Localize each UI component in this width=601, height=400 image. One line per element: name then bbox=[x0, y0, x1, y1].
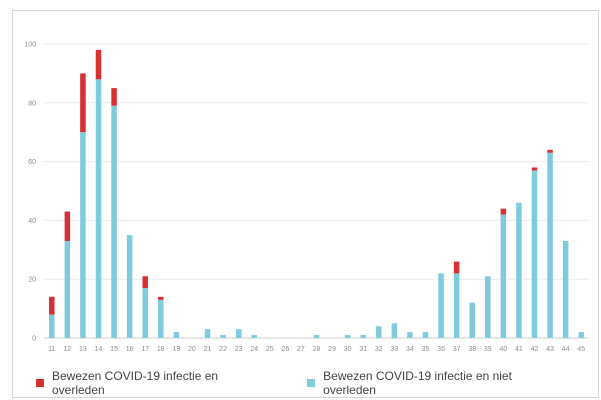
y-tick-label: 100 bbox=[24, 42, 36, 49]
bar-not-deceased-week-14 bbox=[95, 79, 102, 338]
bar-deceased-week-15 bbox=[111, 88, 117, 106]
bar-not-deceased-week-15 bbox=[111, 105, 117, 339]
x-tick-label: 28 bbox=[313, 346, 321, 353]
x-tick-label: 14 bbox=[95, 346, 103, 353]
bar-not-deceased-week-22 bbox=[220, 335, 226, 338]
bar-deceased-week-12 bbox=[64, 211, 71, 241]
x-tick-label: 11 bbox=[48, 346, 55, 353]
bar-not-deceased-week-31 bbox=[360, 335, 366, 338]
x-tick-label: 31 bbox=[359, 346, 367, 353]
x-tick-label: 40 bbox=[499, 346, 507, 353]
bar-not-deceased-week-19 bbox=[173, 332, 180, 338]
x-tick-label: 41 bbox=[515, 346, 523, 353]
bar-not-deceased-week-43 bbox=[547, 152, 553, 338]
x-tick-label: 34 bbox=[406, 346, 414, 353]
bars bbox=[49, 49, 584, 339]
bar-not-deceased-week-33 bbox=[391, 323, 398, 338]
bar-not-deceased-week-11 bbox=[49, 314, 55, 338]
bar-not-deceased-week-28 bbox=[313, 335, 320, 338]
x-tick-label: 25 bbox=[266, 346, 274, 353]
bar-not-deceased-week-40 bbox=[500, 214, 507, 338]
x-tick-label: 36 bbox=[437, 346, 445, 353]
bar-deceased-week-13 bbox=[80, 73, 86, 133]
bar-deceased-week-14 bbox=[95, 49, 102, 80]
x-tick-label: 23 bbox=[235, 346, 243, 353]
gridlines bbox=[44, 43, 589, 339]
x-tick-label: 30 bbox=[344, 346, 352, 353]
legend-item-not-deceased: Bewezen COVID-19 infectie en niet overle… bbox=[307, 369, 567, 397]
legend-swatch-not-deceased bbox=[307, 379, 316, 387]
bar-not-deceased-week-37 bbox=[453, 273, 460, 338]
y-tick-label: 60 bbox=[28, 159, 36, 166]
x-tick-label: 17 bbox=[141, 346, 149, 353]
legend-label-deceased: Bewezen COVID-19 infectie en overleden bbox=[51, 369, 219, 397]
bar-not-deceased-week-18 bbox=[158, 299, 164, 338]
bar-not-deceased-week-38 bbox=[469, 302, 475, 338]
x-tick-label: 43 bbox=[546, 346, 554, 353]
x-tick-label: 42 bbox=[531, 346, 539, 353]
bar-not-deceased-week-30 bbox=[344, 335, 351, 338]
bar-deceased-week-43 bbox=[547, 149, 553, 153]
legend-label-not-deceased: Bewezen COVID-19 infectie en niet overle… bbox=[323, 369, 512, 397]
bar-deceased-week-17 bbox=[142, 276, 148, 289]
y-tick-label: 40 bbox=[28, 218, 36, 225]
x-tick-label: 12 bbox=[63, 346, 71, 353]
bar-not-deceased-week-45 bbox=[578, 332, 584, 338]
x-tick-label: 27 bbox=[297, 346, 305, 353]
bar-not-deceased-week-17 bbox=[142, 288, 148, 338]
bar-not-deceased-week-23 bbox=[235, 329, 242, 338]
bar-not-deceased-week-32 bbox=[376, 326, 382, 338]
x-tick-label: 15 bbox=[110, 346, 118, 353]
x-tick-label: 22 bbox=[219, 346, 227, 353]
bar-deceased-week-42 bbox=[531, 167, 538, 171]
x-tick-label: 39 bbox=[484, 346, 492, 353]
bar-deceased-week-37 bbox=[453, 261, 460, 274]
legend-item-deceased: Bewezen COVID-19 infectie en overleden bbox=[36, 369, 273, 397]
x-tick-label: 32 bbox=[375, 346, 383, 353]
bar-not-deceased-week-41 bbox=[516, 202, 522, 338]
x-tick-label: 19 bbox=[172, 346, 180, 353]
x-tick-label: 44 bbox=[562, 346, 570, 353]
x-axis-ticks: 11 12 13 14 15 16 17 18 19 20 21 22 23 24 25 26 27 28 29 30… bbox=[48, 346, 585, 353]
x-tick-label: 20 bbox=[188, 346, 196, 353]
y-tick-label: 0 bbox=[32, 336, 36, 343]
legend-swatch-deceased bbox=[36, 379, 44, 387]
bar-not-deceased-week-36 bbox=[438, 273, 444, 338]
x-tick-label: 18 bbox=[157, 346, 165, 353]
legend: Bewezen COVID-19 infectie en overleden B… bbox=[36, 369, 601, 397]
x-tick-label: 33 bbox=[390, 346, 398, 353]
y-axis-ticks: 0 20 40 60 80 100 bbox=[24, 42, 36, 343]
x-tick-label: 24 bbox=[250, 346, 258, 353]
x-tick-label: 26 bbox=[281, 346, 289, 353]
x-tick-label: 38 bbox=[468, 346, 476, 353]
x-tick-label: 16 bbox=[126, 346, 134, 353]
bar-deceased-week-40 bbox=[500, 208, 507, 215]
x-tick-label: 21 bbox=[204, 346, 212, 353]
bar-not-deceased-week-34 bbox=[407, 332, 413, 338]
bar-not-deceased-week-21 bbox=[204, 329, 211, 338]
bar-not-deceased-week-24 bbox=[251, 335, 257, 338]
bar-not-deceased-week-35 bbox=[422, 332, 429, 338]
bar-deceased-week-18 bbox=[158, 296, 164, 300]
bar-not-deceased-week-16 bbox=[126, 235, 133, 338]
bar-deceased-week-11 bbox=[49, 296, 55, 315]
y-tick-label: 80 bbox=[28, 100, 36, 107]
x-tick-label: 45 bbox=[577, 346, 585, 353]
x-tick-label: 35 bbox=[422, 346, 430, 353]
x-tick-label: 13 bbox=[79, 346, 87, 353]
x-tick-label: 37 bbox=[453, 346, 461, 353]
bar-not-deceased-week-44 bbox=[562, 240, 569, 338]
bar-not-deceased-week-13 bbox=[80, 132, 86, 338]
bar-not-deceased-week-12 bbox=[64, 240, 71, 338]
x-tick-label: 29 bbox=[328, 346, 336, 353]
y-tick-label: 20 bbox=[28, 277, 36, 284]
bar-not-deceased-week-39 bbox=[485, 276, 491, 338]
bar-not-deceased-week-42 bbox=[531, 170, 538, 338]
